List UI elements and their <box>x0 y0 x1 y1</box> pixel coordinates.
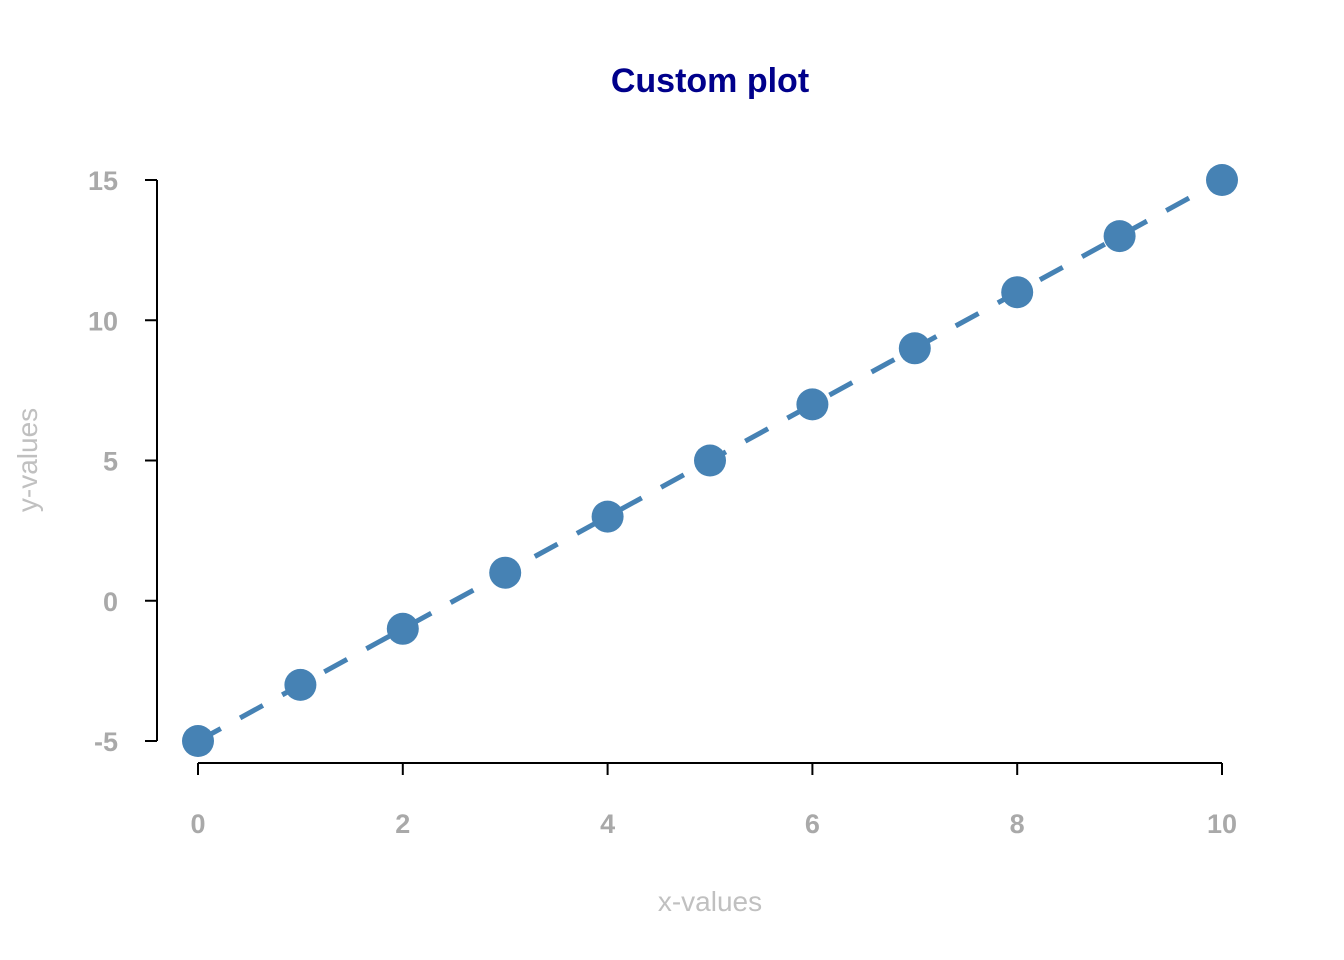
data-point <box>1206 164 1238 196</box>
data-point <box>694 444 726 477</box>
data-point <box>386 612 419 645</box>
data-point <box>182 725 214 757</box>
y-tick-label: 5 <box>103 447 118 477</box>
data-point <box>898 332 931 365</box>
data-point <box>796 388 829 421</box>
y-axis-ticks: -5 0 5 10 15 <box>88 166 157 757</box>
y-tick-label: 0 <box>103 587 118 617</box>
data-point <box>591 500 624 533</box>
data-point <box>1103 220 1136 253</box>
x-tick-label: 10 <box>1207 809 1237 839</box>
y-axis-title: y-values <box>12 408 43 512</box>
data-point <box>284 668 317 701</box>
x-tick-label: 0 <box>190 809 205 839</box>
chart-title: Custom plot <box>611 62 809 100</box>
data-point <box>489 556 522 589</box>
x-tick-label: 2 <box>395 809 410 839</box>
y-tick-label: 15 <box>88 166 118 196</box>
series-layer <box>182 164 1238 757</box>
y-tick-label: -5 <box>94 727 118 757</box>
x-tick-label: 6 <box>805 809 820 839</box>
data-point <box>1001 276 1034 309</box>
x-tick-label: 4 <box>600 809 615 839</box>
x-axis-title: x-values <box>658 886 762 917</box>
y-tick-label: 10 <box>88 306 118 336</box>
x-tick-label: 8 <box>1010 809 1025 839</box>
x-axis-ticks: 0 2 4 6 8 10 <box>190 763 1237 839</box>
